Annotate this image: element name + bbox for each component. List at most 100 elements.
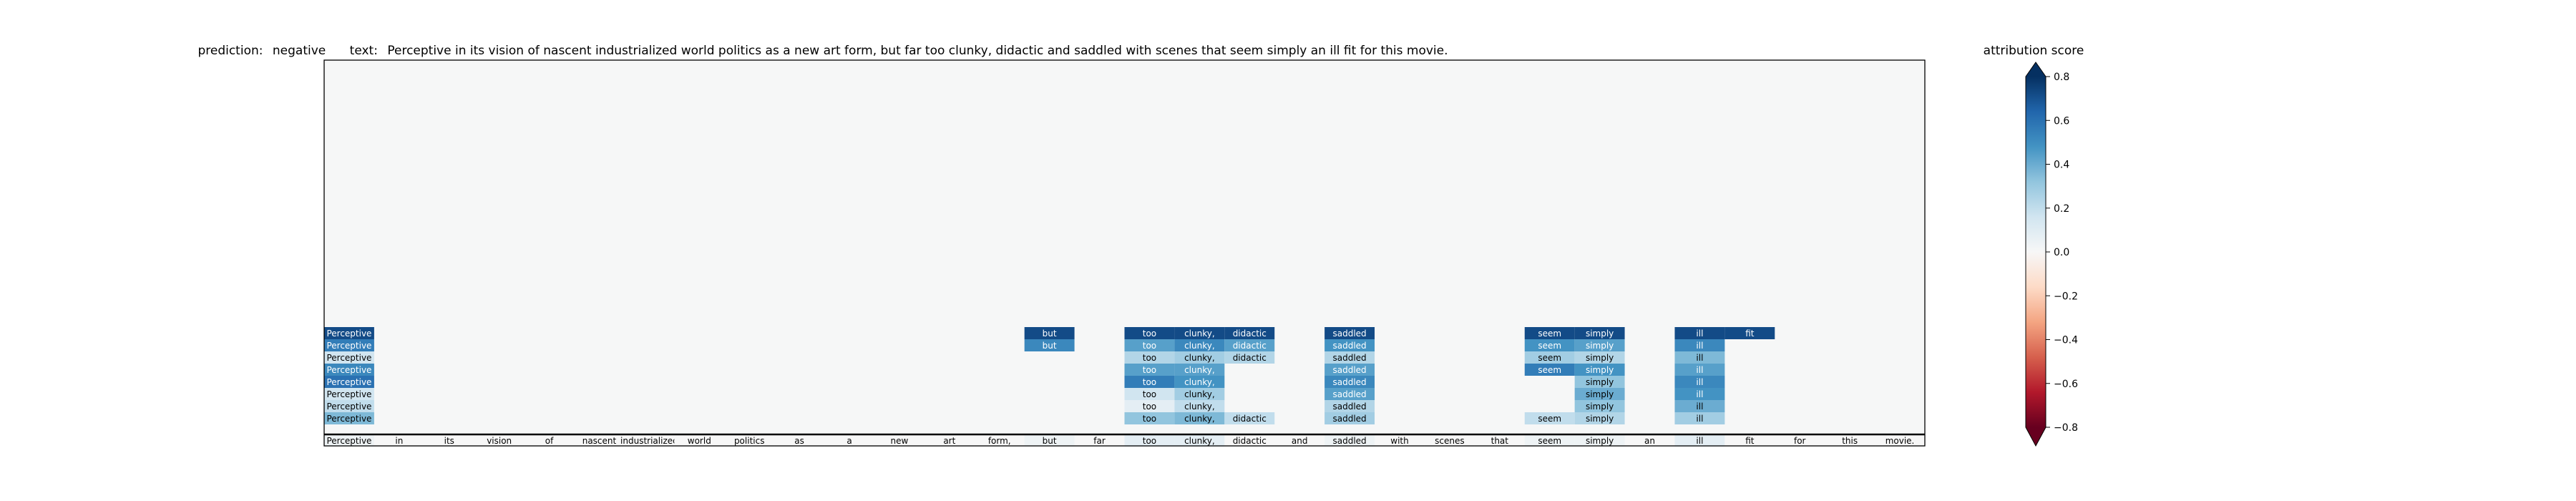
colorbar-tick-label: 0.8 (2054, 72, 2069, 83)
colorbar-tick-label: −0.8 (2054, 422, 2078, 434)
row2-17-token-label: clunky, (1184, 389, 1215, 399)
row7-28-token-label: fit (1745, 329, 1755, 339)
base-19-cell (1274, 434, 1325, 447)
row4-0-cell (324, 364, 374, 376)
row0-17-token-label: clunky, (1184, 414, 1215, 424)
base-22-cell (1424, 434, 1475, 447)
base-18-token-label: didactic (1233, 436, 1267, 446)
base-12-cell (924, 434, 975, 447)
row5-24-cell (1524, 351, 1575, 364)
base-12-token-label: art (943, 436, 955, 446)
row5-25-token-label: simply (1586, 353, 1614, 363)
base-29-cell (1775, 434, 1825, 447)
base-6-cell (624, 434, 675, 447)
base-29-token-label: for (1794, 436, 1806, 446)
row3-25-cell (1574, 376, 1625, 388)
row7-20-token-label: saddled (1332, 329, 1366, 339)
chart-title: prediction: negative text: Perceptive in… (197, 44, 1448, 58)
base-13-cell (974, 434, 1025, 447)
row4-16-cell (1124, 364, 1175, 376)
row1-27-token-label: ill (1696, 402, 1703, 412)
base-27-cell (1674, 434, 1725, 447)
row4-27-cell (1674, 364, 1725, 376)
row7-24-token-label: seem (1538, 329, 1561, 339)
row7-27-cell (1674, 327, 1725, 339)
row1-0-token-label: Perceptive (326, 402, 371, 412)
base-10-cell (824, 434, 874, 447)
row5-20-token-label: saddled (1332, 353, 1366, 363)
base-14-token-label: but (1043, 436, 1057, 446)
row4-24-cell (1524, 364, 1575, 376)
row5-16-token-label: too (1143, 353, 1156, 363)
row1-16-cell (1124, 400, 1175, 412)
base-5-cell (574, 434, 625, 447)
row7-0-cell (324, 327, 374, 339)
base-31-token-label: movie. (1885, 436, 1915, 446)
base-16-token-label: too (1143, 436, 1156, 446)
base-3-token-label: vision (487, 436, 512, 446)
base-2-cell (424, 434, 474, 447)
row1-20-token-label: saddled (1332, 402, 1366, 412)
colorbar: 0.8 0.6 0.4 0.2 0.0 −0.2 −0.4 −0.6 −0.8 (2025, 62, 2078, 447)
row7-27-token-label: ill (1696, 329, 1703, 339)
row0-18-token-label: didactic (1233, 414, 1267, 424)
row5-20-cell (1324, 351, 1375, 364)
row1-27-cell (1674, 400, 1725, 412)
base-0-cell (324, 434, 374, 447)
base-24-cell (1524, 434, 1575, 447)
base-23-token-label: that (1491, 436, 1509, 446)
row5-18-token-label: didactic (1233, 353, 1267, 363)
row0-27-token-label: ill (1696, 414, 1703, 424)
row0-17-cell (1174, 412, 1225, 424)
row4-16-token-label: too (1143, 365, 1156, 375)
base-30-cell (1825, 434, 1875, 447)
row1-17-token-label: clunky, (1184, 402, 1215, 412)
text-label: text: (350, 44, 378, 58)
base-2-token-label: its (444, 436, 454, 446)
row3-20-token-label: saddled (1332, 377, 1366, 387)
row6-17-cell (1174, 339, 1225, 351)
row0-0-cell (324, 412, 374, 424)
row1-17-cell (1174, 400, 1225, 412)
base-1-cell (374, 434, 424, 447)
row7-16-token-label: too (1143, 329, 1156, 339)
row6-14-token-label: but (1043, 341, 1057, 351)
row6-0-cell (324, 339, 374, 351)
row5-25-cell (1574, 351, 1625, 364)
base-24-token-label: seem (1538, 436, 1561, 446)
base-18-cell (1224, 434, 1275, 447)
row4-17-cell (1174, 364, 1225, 376)
base-5-token-label: nascent (582, 436, 617, 446)
row3-27-cell (1674, 376, 1725, 388)
row5-17-token-label: clunky, (1184, 353, 1215, 363)
row7-17-cell (1174, 327, 1225, 339)
row3-16-token-label: too (1143, 377, 1156, 387)
row6-14-cell (1024, 339, 1075, 351)
row0-16-token-label: too (1143, 414, 1156, 424)
row5-16-cell (1124, 351, 1175, 364)
base-27-token-label: ill (1696, 436, 1703, 446)
base-16-cell (1124, 434, 1175, 447)
colorbar-tick-label: −0.2 (2054, 291, 2078, 302)
row7-17-token-label: clunky, (1184, 329, 1215, 339)
row3-17-cell (1174, 376, 1225, 388)
text-value: Perceptive in its vision of nascent indu… (387, 44, 1448, 58)
row5-24-token-label: seem (1538, 353, 1561, 363)
row7-28-cell (1724, 327, 1775, 339)
base-26-token-label: an (1644, 436, 1655, 446)
row3-0-token-label: Perceptive (326, 377, 371, 387)
row1-0-cell (324, 400, 374, 412)
row2-27-token-label: ill (1696, 389, 1703, 399)
colorbar-tick-label: 0.0 (2054, 247, 2069, 258)
base-6-token-label: industrialized (620, 436, 678, 446)
row7-20-cell (1324, 327, 1375, 339)
row6-0-token-label: Perceptive (326, 341, 371, 351)
row2-20-token-label: saddled (1332, 389, 1366, 399)
base-25-token-label: simply (1586, 436, 1614, 446)
row6-16-token-label: too (1143, 341, 1156, 351)
base-7-token-label: world (688, 436, 711, 446)
row5-0-cell (324, 351, 374, 364)
base-21-token-label: with (1390, 436, 1408, 446)
base-20-cell (1324, 434, 1375, 447)
